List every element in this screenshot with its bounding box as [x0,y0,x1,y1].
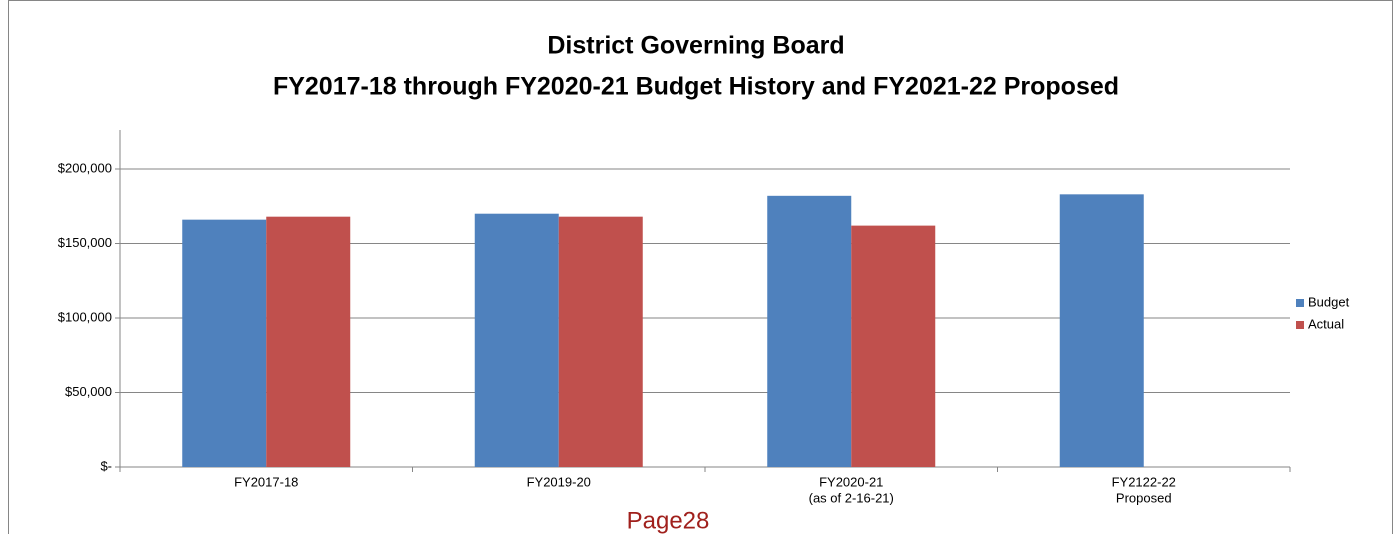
y-tick-label: $- [100,458,112,473]
legend-swatch [1296,299,1304,307]
x-tick-label: FY2019-20 [527,474,591,489]
bar [558,216,643,467]
legend-swatch [1296,321,1304,329]
y-tick-label: $100,000 [58,309,112,324]
legend-label: Actual [1308,316,1344,331]
x-tick-label: (as of 2-16-21) [809,490,894,505]
bar [1059,194,1144,467]
bar [851,225,936,467]
x-tick-label: FY2020-21 [819,474,883,489]
bar [474,213,559,467]
x-tick-label: FY2122-22 [1112,474,1176,489]
chart-title: District Governing Board [547,32,844,60]
bar [266,216,351,467]
x-tick-label: FY2017-18 [234,474,298,489]
y-tick-label: $150,000 [58,235,112,250]
page-label: Page28 [627,507,710,534]
chart-title: FY2017-18 through FY2020-21 Budget Histo… [273,73,1119,101]
legend-label: Budget [1308,294,1350,309]
y-tick-label: $200,000 [58,160,112,175]
y-tick-label: $50,000 [65,384,112,399]
bar [767,195,852,467]
bar [182,219,267,467]
x-tick-label: Proposed [1116,490,1172,505]
